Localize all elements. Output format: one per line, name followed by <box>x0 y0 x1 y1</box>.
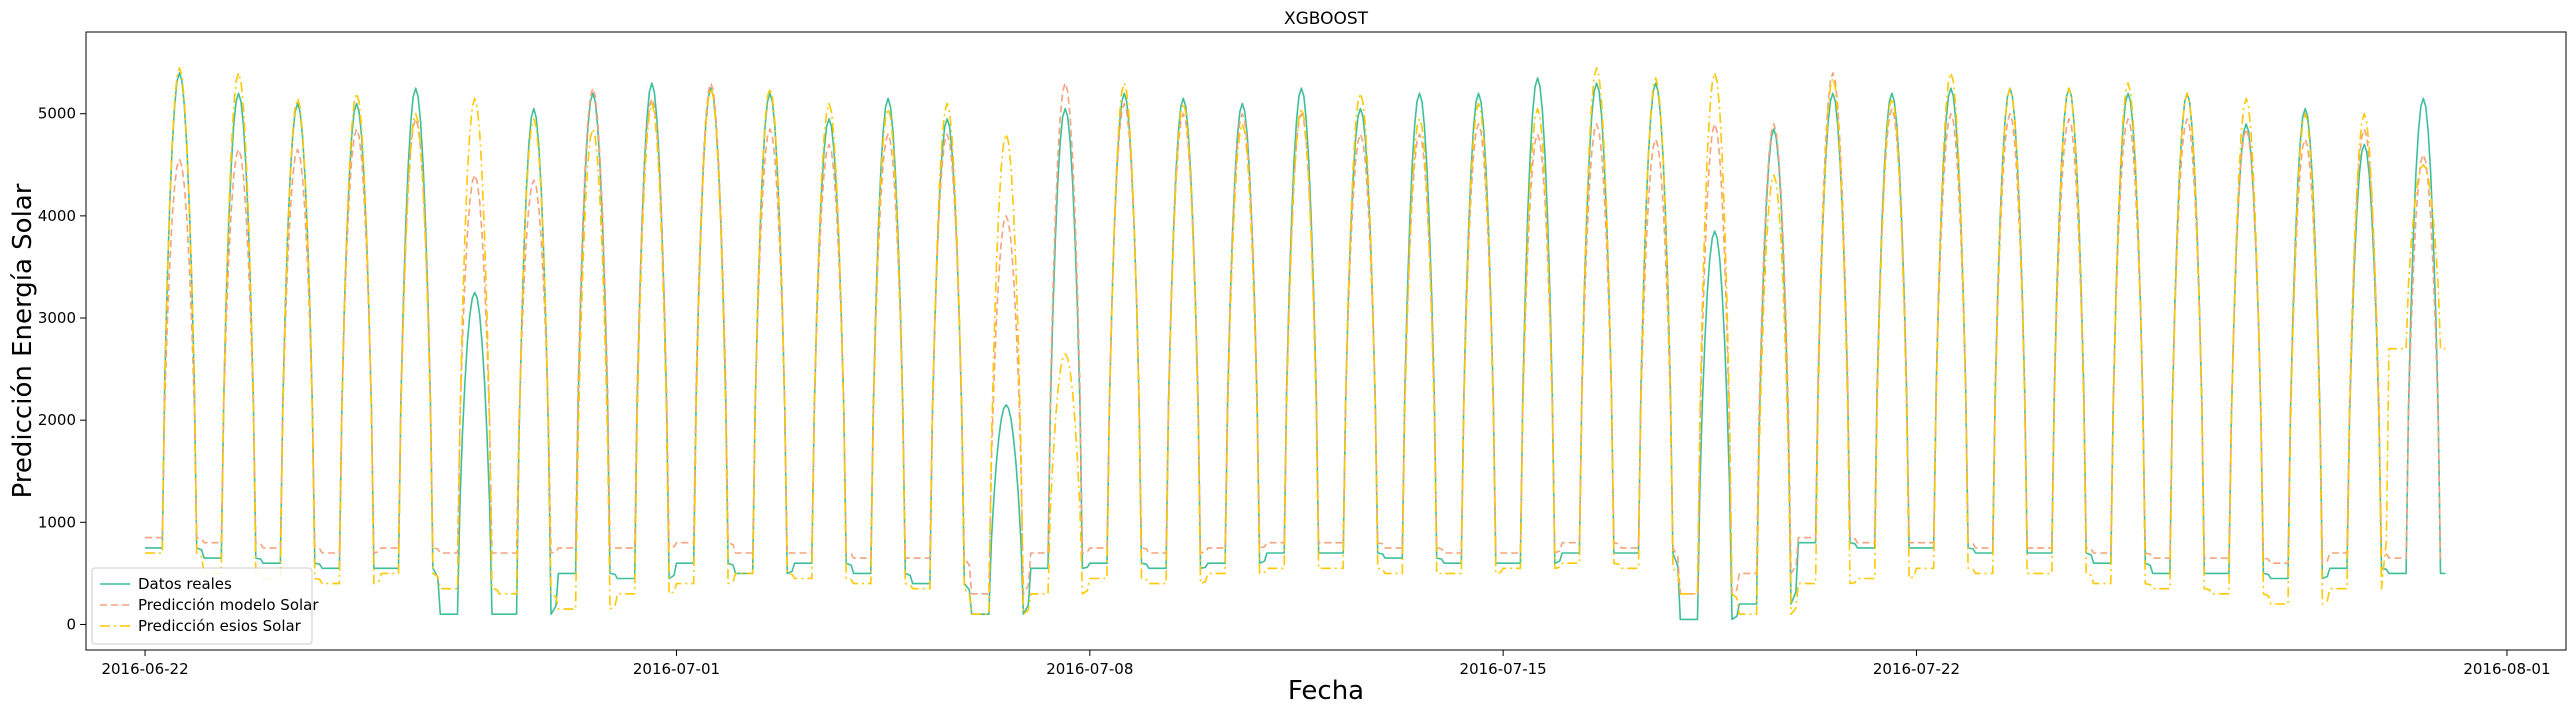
y-tick-label: 0 <box>66 615 76 633</box>
x-tick-label: 2016-06-22 <box>101 660 188 678</box>
legend: Datos reales Predicción modelo Solar Predi… <box>91 567 319 645</box>
series-line-3 <box>145 67 2446 615</box>
y-tick-label: 2000 <box>38 411 76 429</box>
x-tick-label: 2016-08-01 <box>2463 660 2550 678</box>
x-tick-label: 2016-07-08 <box>1046 660 1133 678</box>
y-tick-label: 5000 <box>38 105 76 123</box>
legend-frame <box>91 567 313 645</box>
y-tick-label: 4000 <box>38 207 76 225</box>
x-axis-ticks: 2016-06-22 2016-07-01 2016-07-08 2016-07-15… <box>101 650 2551 678</box>
y-axis-title: Predicción Energía Solar <box>8 183 38 498</box>
legend-label-1: Datos reales <box>138 575 232 593</box>
y-axis-ticks: 0 1000 2000 3000 4000 5000 <box>38 105 86 633</box>
series-layer <box>145 67 2446 621</box>
legend-label-2: Predicción modelo Solar <box>138 596 319 614</box>
x-tick-label: 2016-07-22 <box>1873 660 1960 678</box>
y-tick-label: 3000 <box>38 309 76 327</box>
plot-area: 2016-06-22 2016-07-01 2016-07-08 2016-07-15… <box>38 31 2567 678</box>
plot-frame <box>85 31 2567 651</box>
series-line-2 <box>145 72 2446 595</box>
x-axis-title: Fecha <box>1288 676 1364 706</box>
legend-label-3: Predicción esios Solar <box>138 617 302 635</box>
chart-title: XGBOOST <box>1284 9 1369 29</box>
y-tick-label: 1000 <box>38 513 76 531</box>
x-tick-label: 2016-07-01 <box>633 660 720 678</box>
x-tick-label: 2016-07-15 <box>1460 660 1547 678</box>
